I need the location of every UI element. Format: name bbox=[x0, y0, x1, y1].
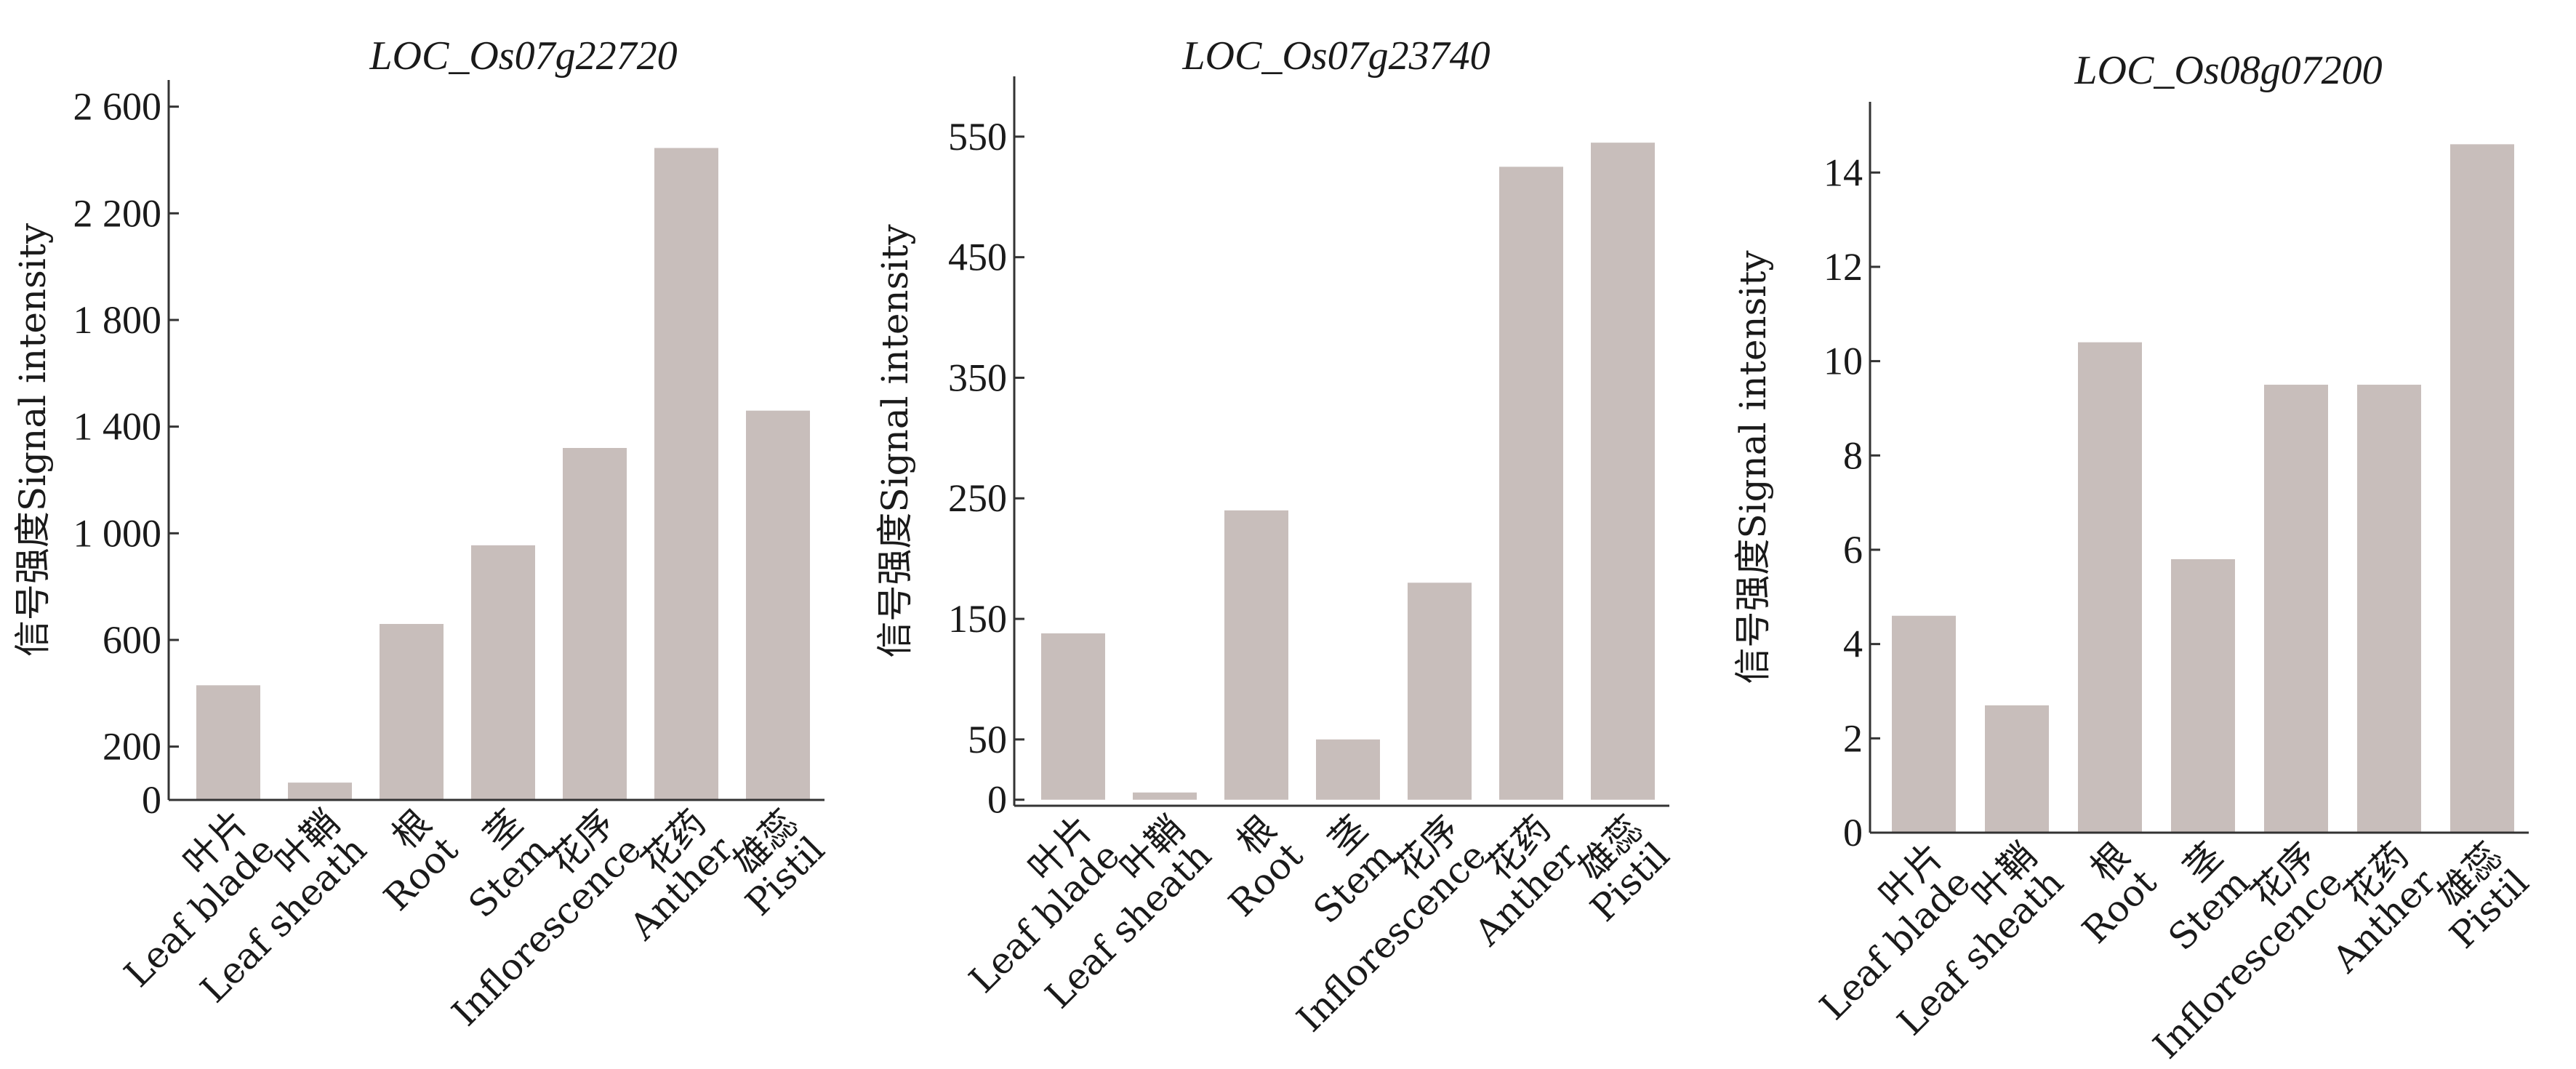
bar-anther bbox=[654, 148, 718, 800]
chart-title: LOC_Os08g07200 bbox=[2074, 48, 2382, 93]
bar-stem bbox=[2171, 558, 2235, 833]
y-tick-label: 12 bbox=[1823, 245, 1863, 289]
bar-leaf-sheath bbox=[288, 782, 352, 800]
y-tick-label: 0 bbox=[987, 778, 1007, 822]
bar-leaf-blade bbox=[196, 685, 260, 800]
bar-anther bbox=[1499, 167, 1563, 800]
y-tick-label: 10 bbox=[1823, 340, 1863, 383]
y-tick-label: 0 bbox=[1843, 811, 1863, 854]
y-tick-label: 550 bbox=[948, 115, 1007, 159]
y-tick-label: 450 bbox=[948, 236, 1007, 279]
y-tick-label: 2 bbox=[1843, 716, 1863, 760]
y-tick-label: 200 bbox=[103, 725, 161, 769]
y-tick-label: 1 800 bbox=[73, 298, 162, 342]
bar-root bbox=[380, 624, 444, 800]
bar-anther bbox=[2357, 385, 2421, 833]
y-tick-label: 1 400 bbox=[73, 405, 162, 449]
bar-root bbox=[2078, 342, 2142, 833]
bar-pistil bbox=[746, 410, 810, 800]
y-tick-label: 4 bbox=[1843, 622, 1863, 666]
bar-leaf-blade bbox=[1041, 633, 1105, 800]
y-axis-label: 信号强度Signal intensity bbox=[12, 223, 54, 657]
bar-stem bbox=[471, 545, 535, 800]
y-tick-label: 600 bbox=[103, 618, 161, 662]
bar-leaf-sheath bbox=[1985, 705, 2049, 833]
y-tick-label: 50 bbox=[968, 718, 1007, 761]
chart-title: LOC_Os07g22720 bbox=[369, 33, 677, 79]
y-tick-label: 2 600 bbox=[73, 85, 162, 129]
chart-panel-3: LOC_Os08g07200 信号强度Signal intensity 0 2 4 6 8 1… bbox=[1732, 48, 2537, 1067]
chart-title: LOC_Os07g23740 bbox=[1181, 33, 1490, 79]
bar-leaf-sheath bbox=[1133, 792, 1197, 800]
y-axis-label: 信号强度Signal intensity bbox=[874, 224, 916, 658]
y-tick-label: 150 bbox=[948, 597, 1007, 641]
bar-leaf-blade bbox=[1892, 615, 1956, 833]
y-axis-label: 信号强度Signal intensity bbox=[1732, 250, 1774, 684]
bar-pistil bbox=[2450, 144, 2514, 833]
bar-inflorescence bbox=[563, 448, 627, 800]
bar-stem bbox=[1316, 739, 1380, 800]
y-tick-label: 14 bbox=[1823, 151, 1863, 194]
chart-panel-2: LOC_Os07g23740 信号强度Signal intensity 0 50 150… bbox=[874, 33, 1677, 1040]
y-tick-label: 2 200 bbox=[73, 191, 162, 235]
bar-root bbox=[1224, 510, 1288, 800]
y-tick-label: 1 000 bbox=[73, 511, 162, 555]
bar-inflorescence bbox=[1408, 582, 1472, 800]
chart-panel-1: LOC_Os07g22720 信号强度Signal intensity 0 200 60… bbox=[12, 33, 832, 1034]
y-tick-label: 350 bbox=[948, 356, 1007, 399]
bar-inflorescence bbox=[2264, 385, 2328, 833]
y-tick-label: 0 bbox=[142, 778, 161, 822]
y-tick-label: 250 bbox=[948, 476, 1007, 520]
y-tick-label: 8 bbox=[1843, 433, 1863, 477]
bar-pistil bbox=[1591, 143, 1655, 800]
y-tick-label: 6 bbox=[1843, 528, 1863, 572]
